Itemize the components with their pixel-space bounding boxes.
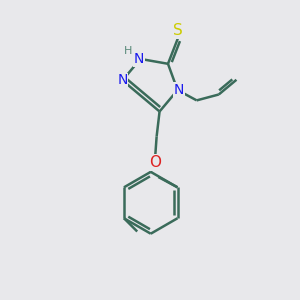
Text: S: S xyxy=(173,23,183,38)
Text: O: O xyxy=(149,155,161,170)
Text: N: N xyxy=(134,52,144,66)
Text: N: N xyxy=(174,83,184,97)
Text: N: N xyxy=(117,74,128,87)
Text: H: H xyxy=(124,46,132,56)
